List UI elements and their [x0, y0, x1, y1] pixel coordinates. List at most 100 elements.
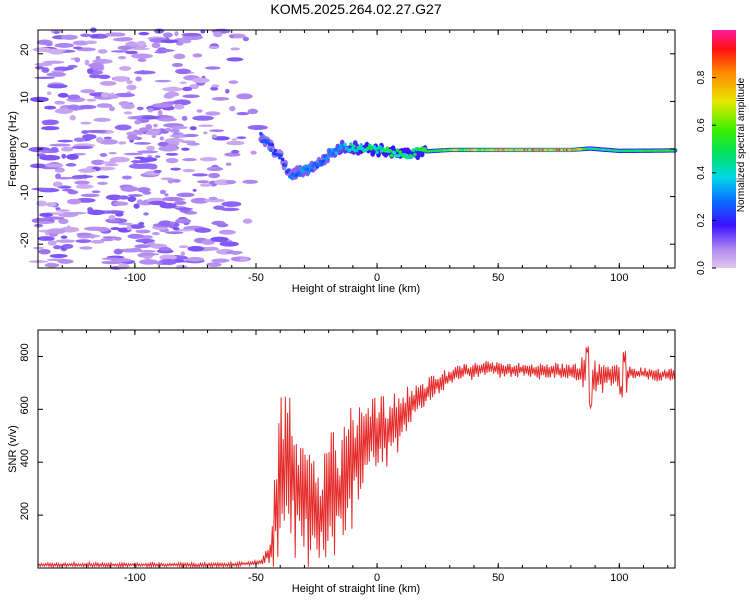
noise-blob — [231, 149, 240, 154]
noise-blob — [55, 209, 70, 212]
noise-blob — [231, 138, 238, 141]
noise-blob — [126, 84, 137, 91]
ridge-core — [321, 159, 326, 164]
noise-blob — [242, 36, 249, 42]
noise-blob — [157, 117, 178, 122]
noise-blob — [80, 33, 92, 37]
ridge-halo — [419, 150, 425, 158]
noise-blob — [74, 57, 81, 63]
noise-blob — [121, 175, 133, 180]
x-tick-label: 50 — [492, 272, 504, 284]
noise-blob — [38, 248, 51, 255]
noise-blob — [224, 152, 241, 157]
noise-blob — [138, 222, 145, 226]
noise-blob — [85, 129, 107, 134]
noise-blob — [178, 245, 189, 249]
noise-blob — [175, 68, 191, 75]
colorbar-tick-label: 0.4 — [696, 165, 707, 179]
y-tick-label: -10 — [19, 185, 31, 201]
noise-blob — [140, 157, 158, 162]
noise-blob — [103, 136, 112, 140]
colorbar-ticks: 0.0 0.2 0.4 0.6 0.8 — [696, 70, 716, 275]
ridge-core — [304, 164, 308, 169]
noise-blob — [110, 50, 129, 53]
ridge-core — [269, 148, 273, 153]
noise-blob — [179, 81, 187, 85]
noise-blob — [161, 39, 179, 44]
noise-blob — [117, 45, 133, 51]
noise-blob — [102, 236, 118, 239]
noise-blob — [239, 257, 249, 262]
x-tick-label: -100 — [124, 272, 146, 284]
noise-blob — [162, 32, 174, 38]
noise-blob — [72, 174, 94, 179]
noise-blob — [172, 178, 181, 183]
noise-blob — [220, 207, 240, 212]
noise-blob — [121, 103, 135, 110]
ridge-core — [368, 143, 372, 148]
ridge-core — [375, 150, 379, 155]
noise-blob — [89, 34, 99, 39]
noise-blob — [110, 227, 121, 231]
noise-blob — [164, 193, 169, 197]
noise-blob — [154, 155, 161, 158]
noise-blob — [66, 153, 79, 160]
noise-blob — [211, 96, 230, 101]
y-tick-label: 20 — [19, 44, 31, 56]
noise-blob — [108, 214, 116, 220]
noise-blob — [46, 72, 67, 77]
noise-blob — [192, 53, 203, 58]
noise-blob — [61, 243, 74, 249]
noise-blob — [52, 181, 63, 188]
noise-blob — [57, 92, 69, 98]
ridge-core — [366, 146, 371, 151]
ridge-core — [272, 151, 276, 156]
noise-blob — [123, 111, 133, 115]
noise-blob — [161, 259, 177, 265]
snr-x-ticks: -100 -50 0 50 100 — [37, 330, 669, 584]
noise-blob — [75, 239, 92, 244]
ridge-core — [331, 152, 336, 156]
noise-blob — [47, 83, 68, 89]
noise-blob — [67, 64, 78, 68]
ridge-core — [347, 148, 352, 153]
noise-blob — [69, 115, 76, 121]
noise-blob — [45, 202, 58, 207]
noise-blob — [136, 150, 159, 154]
noise-blob — [133, 70, 156, 75]
noise-blob — [164, 231, 184, 235]
noise-blob — [37, 236, 55, 241]
noise-blob — [88, 74, 102, 79]
ridge-core — [259, 131, 263, 136]
noise-blob — [31, 187, 52, 191]
noise-blob — [55, 173, 61, 179]
noise-blob — [208, 45, 220, 49]
noise-blob — [58, 218, 69, 225]
noise-blob — [125, 50, 138, 55]
noise-blob — [50, 147, 59, 153]
noise-blob — [229, 105, 236, 112]
snr-y-label: SNR (v/v) — [7, 425, 19, 473]
noise-blob — [175, 207, 194, 211]
noise-blob — [183, 133, 199, 138]
noise-blob — [247, 124, 268, 131]
ridge-core — [343, 142, 347, 147]
noise-blob — [96, 175, 110, 179]
noise-blob — [104, 32, 124, 37]
noise-blob — [127, 134, 139, 141]
noise-blob — [127, 196, 137, 202]
noise-blob — [75, 184, 94, 189]
noise-blob — [57, 259, 74, 264]
colorbar-tick-label: 0.0 — [696, 261, 707, 275]
noise-blob — [143, 212, 149, 216]
noise-blob — [57, 139, 74, 143]
noise-blob — [53, 31, 60, 34]
noise-blob — [105, 194, 123, 201]
noise-blob — [114, 92, 135, 98]
noise-blob — [96, 103, 113, 108]
noise-blob — [67, 198, 82, 205]
noise-blob — [182, 157, 197, 162]
ridge-core — [276, 153, 281, 157]
noise-blob — [182, 94, 200, 98]
